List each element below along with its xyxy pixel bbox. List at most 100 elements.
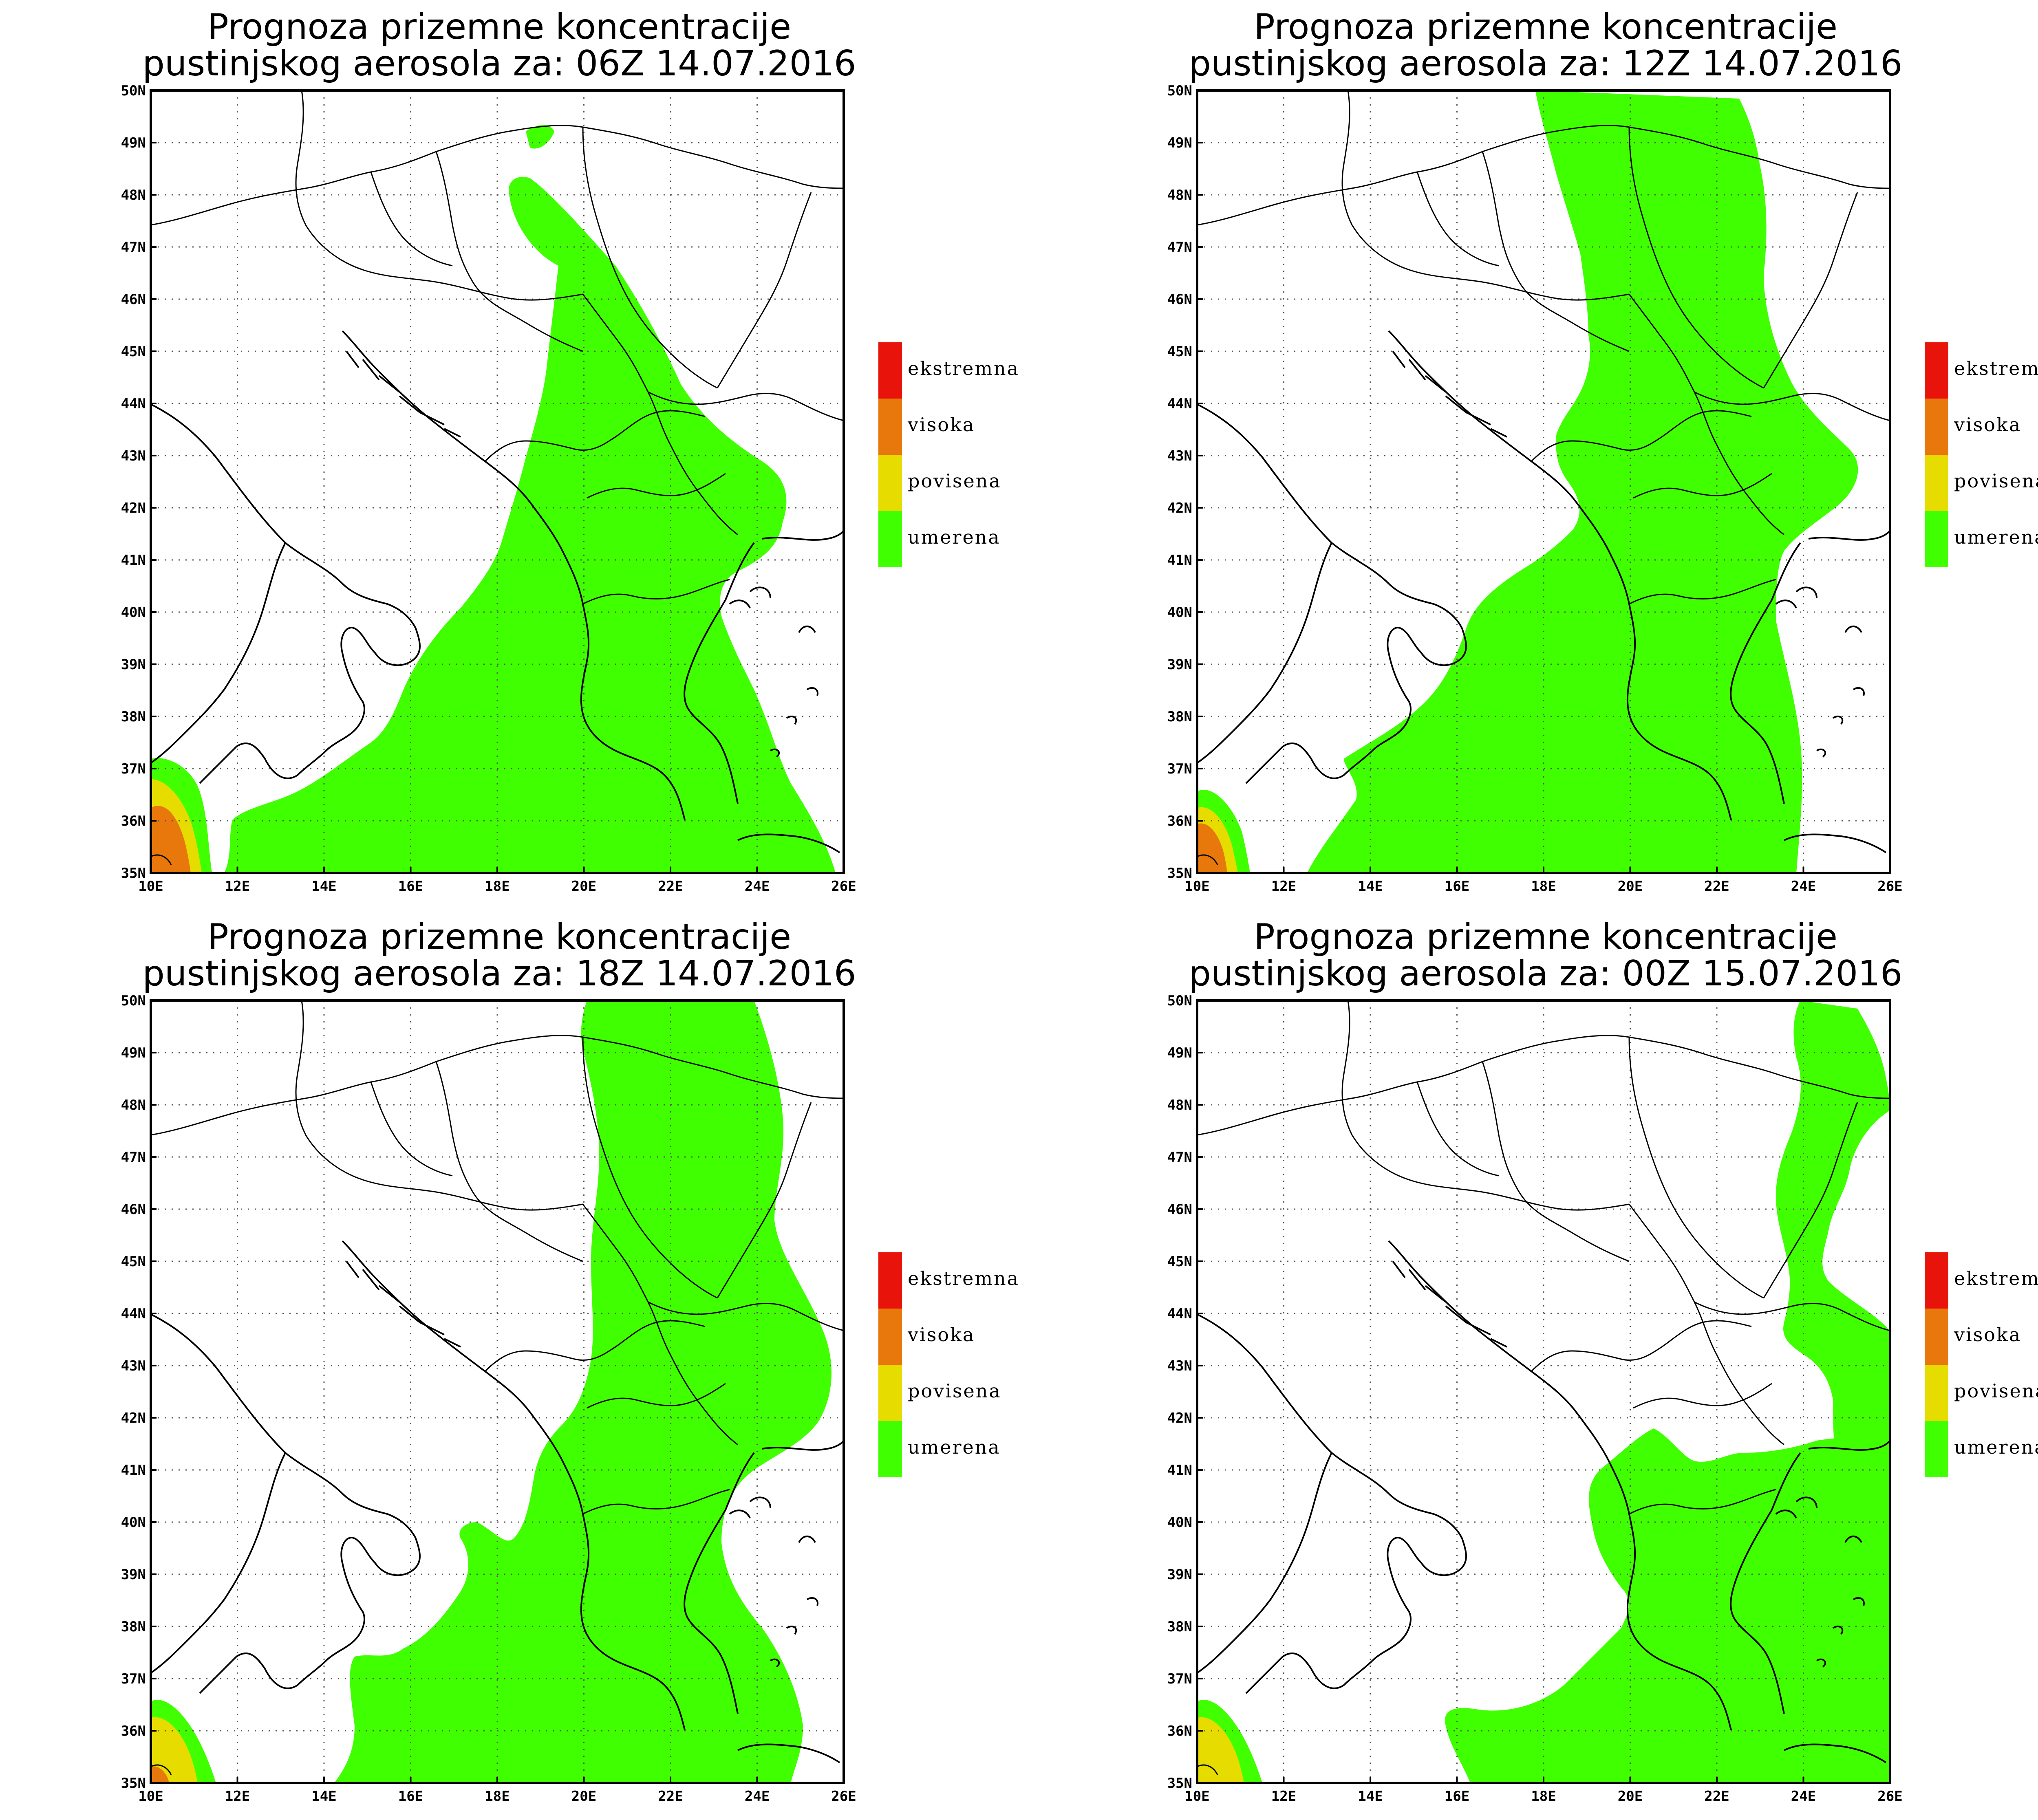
latitude-tick-label: 43N — [1167, 448, 1192, 464]
legend-label: umerena — [1954, 526, 2038, 548]
longitude-tick-label: 14E — [1358, 1788, 1383, 1805]
latitude-tick-label: 41N — [121, 1462, 146, 1478]
concentration-legend: ekstremna visoka povisena umerena — [878, 342, 1018, 567]
panel-title-line2: pustinjskog aerosola za: 18Z 14.07.2016 — [142, 953, 856, 994]
axis-labels: 50N 49N 48N 47N 46N 45N 44N 43N 42N 41N 40N 39N 38N 3… — [121, 83, 1903, 1805]
longitude-tick-label: 20E — [1618, 1788, 1643, 1805]
longitude-tick-label: 12E — [225, 878, 250, 895]
legend-label: umerena — [908, 526, 1001, 548]
latitude-tick-label: 35N — [121, 1775, 146, 1791]
legend-swatch — [878, 1421, 902, 1477]
latitude-tick-label: 36N — [121, 1723, 146, 1739]
umerena-contour — [334, 1000, 832, 1783]
latitude-tick-label: 48N — [121, 1097, 146, 1113]
legend-swatch — [878, 511, 902, 567]
latitude-tick-label: 50N — [1167, 83, 1192, 99]
umerena-contour — [1307, 90, 1858, 873]
latitude-tick-label: 40N — [1167, 1514, 1192, 1531]
latitude-tick-label: 48N — [1167, 187, 1192, 203]
legends: ekstremna visoka povisena umerena ekstremna v… — [878, 342, 2038, 1477]
latitude-tick-label: 37N — [121, 1671, 146, 1687]
legend-swatch — [1925, 399, 1948, 455]
legend-swatch — [1925, 342, 1948, 399]
legend-label: visoka — [907, 414, 975, 436]
concentration-legend: ekstremna visoka povisena umerena — [1925, 342, 2038, 567]
latitude-tick-label: 40N — [121, 604, 146, 621]
panel-title-line2: pustinjskog aerosola za: 00Z 15.07.2016 — [1189, 953, 1902, 994]
panel-title-line1: Prognoza prizemne koncentracije — [1254, 7, 1837, 47]
latitude-tick-label: 48N — [1167, 1097, 1192, 1113]
legend-swatch — [878, 1252, 902, 1309]
legend-label: povisena — [1954, 470, 2038, 492]
legend-swatch — [1925, 455, 1948, 511]
latitude-tick-label: 42N — [121, 500, 146, 516]
longitude-tick-label: 20E — [571, 878, 596, 895]
latitude-tick-label: 44N — [1167, 1306, 1192, 1322]
latitude-tick-label: 50N — [1167, 993, 1192, 1009]
latitude-tick-label: 38N — [1167, 1619, 1192, 1635]
latitude-tick-label: 39N — [121, 657, 146, 673]
longitude-tick-label: 24E — [1791, 1788, 1816, 1805]
latitude-tick-label: 37N — [1167, 1671, 1192, 1687]
latitude-tick-label: 37N — [121, 761, 146, 777]
latitude-tick-label: 38N — [1167, 709, 1192, 725]
legend-swatch — [1925, 511, 1948, 567]
legend-swatch — [1925, 1252, 1948, 1309]
latitude-tick-label: 35N — [1167, 865, 1192, 881]
latitude-tick-label: 47N — [121, 1149, 146, 1166]
legend-label: povisena — [908, 470, 1001, 492]
longitude-tick-label: 16E — [398, 878, 423, 895]
legend-label: umerena — [908, 1436, 1001, 1458]
latitude-tick-label: 36N — [1167, 813, 1192, 829]
longitude-tick-label: 22E — [1704, 1788, 1729, 1805]
legend-label: umerena — [1954, 1436, 2038, 1458]
legend-swatch — [878, 1365, 902, 1421]
longitude-tick-label: 18E — [1531, 878, 1556, 895]
latitude-tick-label: 45N — [121, 344, 146, 360]
panel-12z-14-07-2016: Prognoza prizemne koncentracije pustinjs… — [1189, 7, 1903, 874]
legend-swatch — [878, 455, 902, 511]
longitude-tick-label: 16E — [1445, 1788, 1469, 1805]
legend-label: ekstremna — [1954, 357, 2038, 379]
legend-swatch — [878, 399, 902, 455]
longitude-tick-label: 24E — [745, 878, 770, 895]
longitude-tick-label: 14E — [1358, 878, 1383, 895]
legend-swatch — [878, 1309, 902, 1365]
latitude-tick-label: 46N — [1167, 291, 1192, 308]
panel-title-line1: Prognoza prizemne koncentracije — [207, 7, 791, 47]
latitude-tick-label: 45N — [121, 1254, 146, 1270]
latitude-tick-label: 37N — [1167, 761, 1192, 777]
latitude-tick-label: 41N — [121, 552, 146, 568]
longitude-tick-label: 10E — [1184, 878, 1209, 895]
legend-swatch — [878, 342, 902, 399]
longitude-tick-label: 16E — [398, 1788, 423, 1805]
longitude-tick-label: 14E — [311, 878, 336, 895]
legend-swatch — [1925, 1421, 1948, 1477]
latitude-tick-label: 36N — [1167, 1723, 1192, 1739]
longitude-tick-label: 22E — [658, 878, 683, 895]
latitude-tick-label: 47N — [121, 239, 146, 256]
latitude-tick-label: 42N — [1167, 500, 1192, 516]
latitude-tick-label: 41N — [1167, 1462, 1192, 1478]
longitude-tick-label: 16E — [1445, 878, 1469, 895]
longitude-tick-label: 18E — [485, 878, 510, 895]
legend-label: povisena — [1954, 1380, 2038, 1402]
latitude-tick-label: 45N — [1167, 344, 1192, 360]
longitude-tick-label: 22E — [1704, 878, 1729, 895]
latitude-tick-label: 47N — [1167, 1149, 1192, 1166]
longitude-tick-label: 18E — [485, 1788, 510, 1805]
latitude-tick-label: 49N — [1167, 1045, 1192, 1061]
latitude-tick-label: 35N — [121, 865, 146, 881]
panel-00z-15-07-2016: Prognoza prizemne koncentracije pustinjs… — [1189, 917, 1903, 1784]
umerena-main-contour — [1445, 1428, 1890, 1783]
panel-18z-14-07-2016: Prognoza prizemne koncentracije pustinjs… — [142, 917, 856, 1784]
longitude-tick-label: 12E — [1271, 1788, 1296, 1805]
panel-title-line1: Prognoza prizemne koncentracije — [1254, 917, 1837, 957]
latitude-tick-label: 38N — [121, 709, 146, 725]
longitude-tick-label: 10E — [1184, 1788, 1209, 1805]
latitude-tick-label: 36N — [121, 813, 146, 829]
latitude-tick-label: 48N — [121, 187, 146, 203]
longitude-tick-label: 14E — [311, 1788, 336, 1805]
legend-label: visoka — [1954, 414, 2021, 436]
